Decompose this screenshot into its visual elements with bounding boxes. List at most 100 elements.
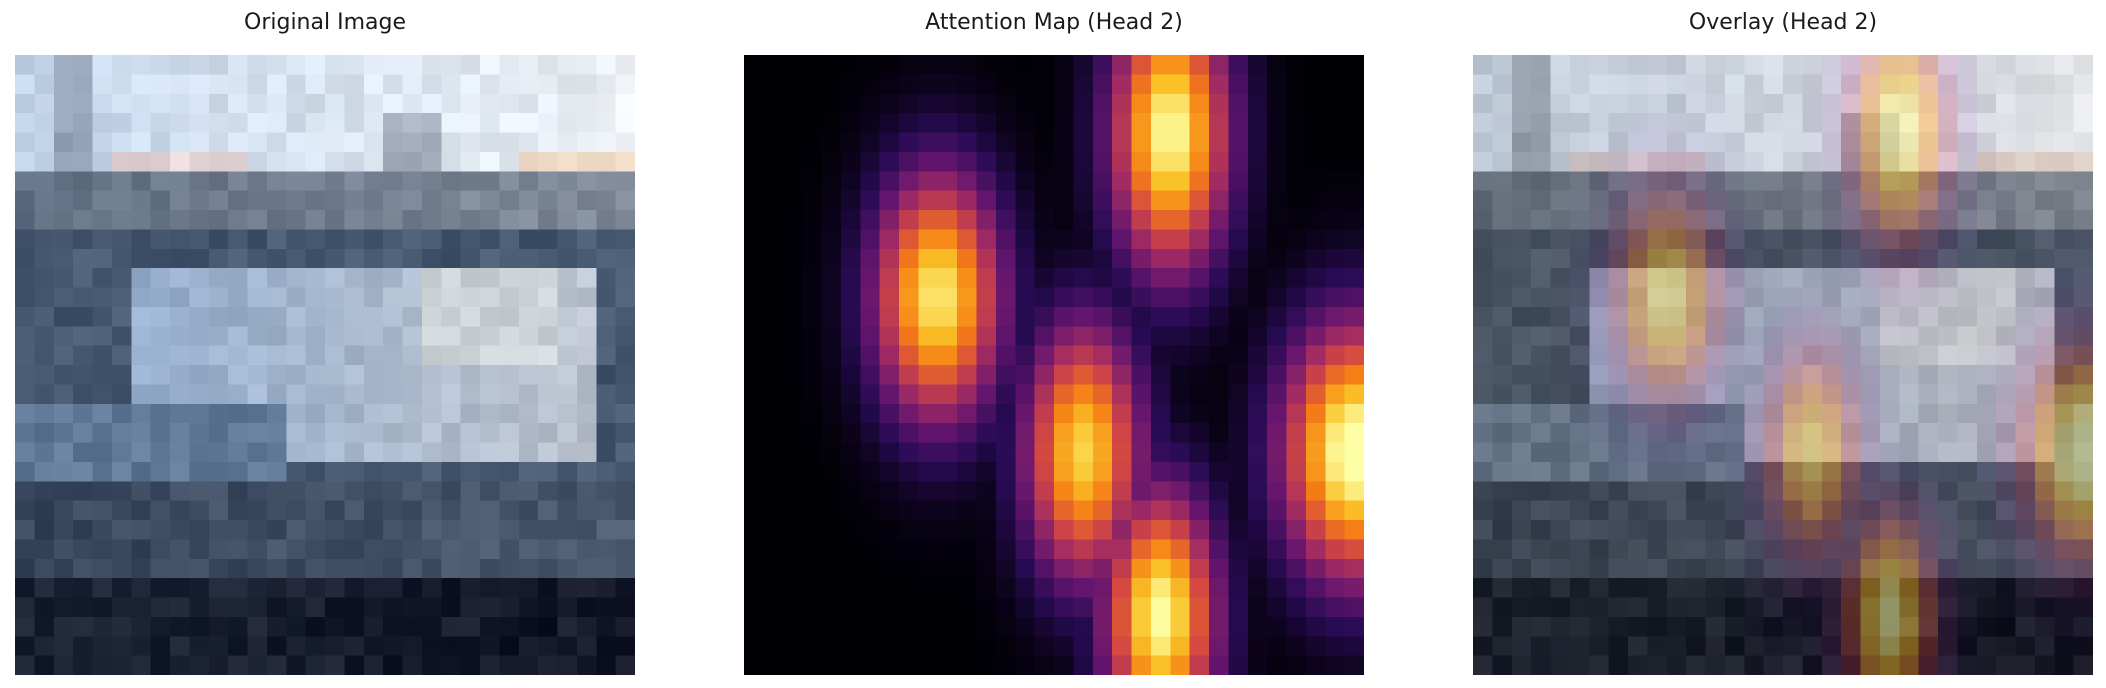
pixel (73, 93, 93, 114)
pixel (1054, 287, 1074, 308)
pixel (1131, 636, 1152, 657)
pixel (1763, 326, 1784, 347)
pixel (1589, 384, 1610, 405)
pixel (1957, 500, 1978, 521)
pixel (821, 616, 842, 637)
pixel (1531, 520, 1551, 540)
pixel (576, 636, 597, 657)
pixel (499, 616, 520, 637)
pixel (1054, 190, 1074, 211)
pixel (995, 74, 1016, 95)
pixel (1569, 113, 1590, 133)
pixel (1325, 461, 1346, 482)
pixel (1112, 481, 1132, 502)
pixel (2073, 171, 2093, 192)
pixel (170, 403, 190, 424)
pixel (1511, 171, 1532, 192)
pixel (1073, 55, 1094, 75)
pixel (538, 151, 558, 172)
pixel (1267, 597, 1287, 618)
pixel (802, 597, 822, 618)
pixel (1531, 113, 1551, 133)
pixel (131, 461, 152, 482)
pixel (1608, 287, 1629, 308)
pixel (1686, 74, 1706, 95)
pixel (208, 636, 229, 657)
pixel (150, 326, 171, 347)
pixel (1325, 500, 1346, 521)
pixel (15, 326, 35, 347)
pixel (1170, 151, 1191, 172)
pixel (1305, 287, 1326, 308)
pixel (228, 500, 248, 521)
pixel (596, 268, 617, 288)
pixel (557, 55, 578, 75)
pixel (2015, 520, 2036, 540)
pixel (518, 539, 539, 560)
pixel (1918, 520, 1939, 540)
pixel (821, 113, 842, 133)
pixel (1092, 578, 1113, 598)
pixel (2073, 636, 2093, 657)
pixel (840, 384, 861, 405)
pixel (1015, 113, 1036, 133)
pixel (744, 558, 764, 579)
pixel (383, 113, 403, 133)
pixel (1996, 384, 2016, 405)
pixel (228, 520, 248, 540)
pixel (976, 442, 997, 463)
pixel (1957, 268, 1978, 288)
pixel (763, 481, 784, 502)
pixel (899, 481, 919, 502)
pixel (1763, 190, 1784, 211)
pixel (1325, 287, 1346, 308)
pixel (1918, 558, 1939, 579)
pixel (2034, 171, 2055, 192)
pixel (918, 558, 939, 579)
pixel (860, 616, 881, 637)
pixel (131, 210, 152, 230)
pixel (1015, 306, 1036, 327)
pixel (1531, 597, 1551, 618)
pixel (266, 268, 287, 288)
pixel (1228, 345, 1249, 366)
pixel (34, 132, 55, 153)
pixel (840, 461, 861, 482)
pixel (1608, 113, 1629, 133)
pixel (1996, 248, 2016, 269)
pixel (305, 132, 326, 153)
pixel (266, 558, 287, 579)
pixel (1938, 229, 1958, 250)
pixel (1015, 520, 1036, 540)
pixel (1305, 461, 1326, 482)
pixel (170, 578, 190, 598)
pixel (1473, 481, 1493, 502)
pixel (918, 74, 939, 95)
pixel (383, 210, 403, 230)
pixel (2015, 365, 2036, 385)
pixel (1744, 442, 1765, 463)
pixel (1879, 365, 1900, 385)
pixel (1841, 268, 1861, 288)
pixel (1305, 190, 1326, 211)
pixel (402, 268, 423, 288)
pixel (1802, 384, 1823, 405)
pixel (1305, 248, 1326, 269)
pixel (2034, 151, 2055, 172)
pixel (1228, 248, 1249, 269)
pixel (1112, 248, 1132, 269)
pixel (363, 171, 384, 192)
pixel (421, 423, 442, 443)
pixel (1647, 55, 1668, 75)
pixel (937, 403, 958, 424)
pixel (957, 365, 977, 385)
pixel (247, 93, 268, 114)
pixel (518, 171, 539, 192)
pixel (1763, 442, 1784, 463)
pixel (383, 616, 403, 637)
pixel (557, 520, 578, 540)
pixel (441, 636, 462, 657)
pixel (1589, 539, 1610, 560)
pixel (518, 597, 539, 618)
pixel (802, 423, 822, 443)
